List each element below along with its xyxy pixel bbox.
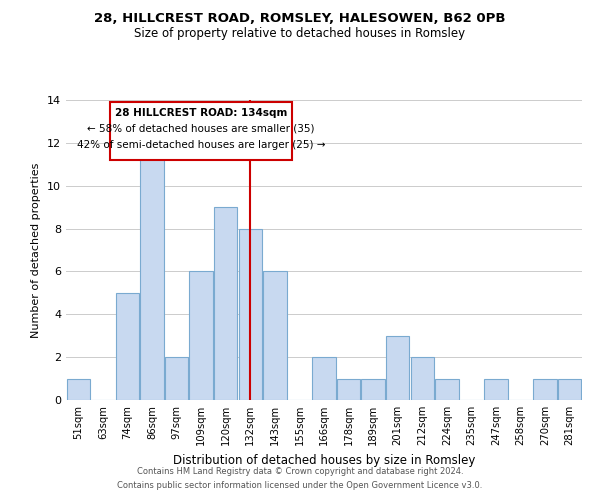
Bar <box>214 207 238 400</box>
Bar <box>361 378 385 400</box>
Bar <box>386 336 409 400</box>
Text: Contains HM Land Registry data © Crown copyright and database right 2024.: Contains HM Land Registry data © Crown c… <box>137 467 463 476</box>
Text: 28, HILLCREST ROAD, ROMSLEY, HALESOWEN, B62 0PB: 28, HILLCREST ROAD, ROMSLEY, HALESOWEN, … <box>94 12 506 26</box>
Bar <box>140 143 164 400</box>
Text: Size of property relative to detached houses in Romsley: Size of property relative to detached ho… <box>134 28 466 40</box>
Bar <box>116 293 139 400</box>
FancyBboxPatch shape <box>110 102 292 160</box>
X-axis label: Distribution of detached houses by size in Romsley: Distribution of detached houses by size … <box>173 454 475 466</box>
Bar <box>484 378 508 400</box>
Bar <box>67 378 90 400</box>
Bar <box>190 272 213 400</box>
Bar <box>239 228 262 400</box>
Bar <box>313 357 335 400</box>
Bar <box>263 272 287 400</box>
Bar <box>165 357 188 400</box>
Bar <box>337 378 360 400</box>
Text: 42% of semi-detached houses are larger (25) →: 42% of semi-detached houses are larger (… <box>77 140 325 149</box>
Bar <box>435 378 458 400</box>
Text: 28 HILLCREST ROAD: 134sqm: 28 HILLCREST ROAD: 134sqm <box>115 108 287 118</box>
Y-axis label: Number of detached properties: Number of detached properties <box>31 162 41 338</box>
Bar <box>533 378 557 400</box>
Text: Contains public sector information licensed under the Open Government Licence v3: Contains public sector information licen… <box>118 481 482 490</box>
Bar <box>558 378 581 400</box>
Bar <box>410 357 434 400</box>
Text: ← 58% of detached houses are smaller (35): ← 58% of detached houses are smaller (35… <box>88 124 315 134</box>
